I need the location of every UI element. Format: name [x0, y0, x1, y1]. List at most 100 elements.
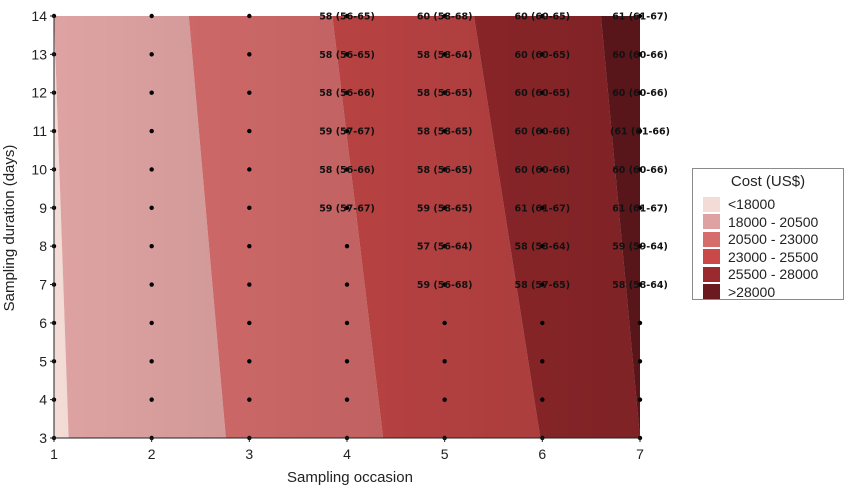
cell-label: 61 (61-67) [612, 203, 668, 214]
grid-point [149, 243, 154, 249]
cell-label: 60 (58-68) [417, 12, 473, 23]
grid-point [540, 205, 545, 211]
grid-point [344, 52, 350, 57]
cell-label: 59 (58-65) [417, 203, 473, 214]
grid-point [149, 205, 154, 211]
legend-entry: 23000 - 25500 [703, 248, 818, 266]
grid-point [442, 359, 447, 364]
grid-point [637, 128, 643, 134]
grid-point [442, 282, 447, 287]
grid-point [442, 167, 447, 172]
cell-label: 60 (60-66) [515, 165, 571, 176]
cell-label: 61 (61-67) [612, 12, 668, 23]
grid-point [540, 52, 545, 57]
legend: Cost (US$) <18000 18000 - 20500 20500 - 23… [692, 168, 844, 300]
grid-point [637, 397, 643, 402]
y-axis-title: Sampling duration (days) [1, 145, 18, 312]
grid-point [247, 52, 252, 57]
grid-point [540, 320, 545, 326]
x-tick-label: 4 [343, 446, 351, 462]
cell-label: 60 (60-66) [515, 127, 571, 138]
legend-swatch [703, 196, 720, 212]
grid-point [344, 13, 350, 19]
grid-point [344, 167, 350, 172]
grid-point [149, 320, 154, 326]
cell-label: 61 (61-67) [515, 203, 571, 214]
cell-label: 60 (60-65) [515, 12, 571, 23]
y-tick-label: 6 [39, 315, 47, 331]
grid-point [149, 128, 154, 134]
grid-point [344, 90, 350, 95]
grid-point [442, 52, 447, 57]
cell-label: 58 (56-65) [417, 88, 473, 99]
grid-point [637, 13, 643, 19]
legend-label: 20500 - 23000 [728, 231, 819, 247]
grid-point [442, 320, 447, 326]
y-tick-label: 12 [31, 85, 47, 101]
grid-point [637, 359, 643, 364]
grid-point [344, 243, 350, 249]
y-tick-label: 5 [39, 353, 47, 369]
grid-point [637, 52, 643, 57]
legend-entry: 20500 - 23000 [703, 230, 818, 248]
cell-label: 59 (56-68) [417, 280, 473, 291]
grid-point [540, 90, 545, 95]
cell-label: 58 (56-66) [319, 165, 375, 176]
y-tick-label: 14 [31, 8, 47, 24]
grid-point [540, 359, 545, 364]
legend-entry: <18000 [703, 195, 775, 213]
y-tick-label: 9 [39, 200, 47, 216]
grid-point [247, 13, 252, 19]
y-tick-label: 13 [31, 46, 47, 62]
x-tick-label: 3 [245, 446, 253, 462]
cell-label: 58 (56-65) [319, 50, 375, 61]
cell-label: 58 (58-65) [417, 127, 473, 138]
grid-point [344, 320, 350, 326]
grid-point [637, 90, 643, 95]
x-axis-title: Sampling occasion [287, 469, 413, 486]
grid-point [149, 90, 154, 95]
grid-point [442, 90, 447, 95]
grid-points [51, 13, 643, 441]
legend-entry: 18000 - 20500 [703, 213, 818, 231]
grid-point [247, 320, 252, 326]
grid-point [247, 282, 252, 287]
grid-point [247, 205, 252, 211]
x-tick-label: 6 [538, 446, 546, 462]
grid-point [247, 90, 252, 95]
grid-point [540, 167, 545, 172]
legend-swatch [703, 231, 720, 247]
cell-labels: 58 (56-65) 58 (56-65) 58 (56-66) 59 (57-67)… [319, 12, 670, 292]
legend-title: Cost (US$) [730, 173, 806, 190]
cell-label: 60 (60-65) [515, 88, 571, 99]
grid-point [442, 13, 447, 19]
cost-bands [54, 16, 640, 438]
grid-point [637, 320, 643, 326]
grid-point [637, 243, 643, 249]
cell-label: 60 (60-66) [612, 88, 668, 99]
legend-swatch [703, 266, 720, 282]
x-tick-label: 7 [636, 446, 644, 462]
grid-point [149, 52, 154, 57]
grid-point [442, 243, 447, 249]
y-tick-label: 3 [39, 430, 47, 446]
legend-swatch [703, 214, 720, 229]
grid-point [344, 128, 350, 134]
grid-point [540, 13, 545, 19]
grid-point [149, 397, 154, 402]
grid-point [637, 167, 643, 172]
x-tick-label: 5 [441, 446, 449, 462]
y-tick-label: 10 [31, 161, 47, 177]
grid-point [540, 282, 545, 287]
band-shading [54, 16, 640, 438]
grid-point [247, 359, 252, 364]
grid-point [540, 397, 545, 402]
legend-label: 23000 - 25500 [728, 248, 819, 265]
grid-point [149, 13, 154, 19]
grid-point [149, 282, 154, 287]
y-tick-label: 11 [32, 123, 47, 139]
cell-label: 58 (56-65) [319, 12, 375, 23]
grid-point [344, 282, 350, 287]
grid-point [637, 282, 643, 287]
